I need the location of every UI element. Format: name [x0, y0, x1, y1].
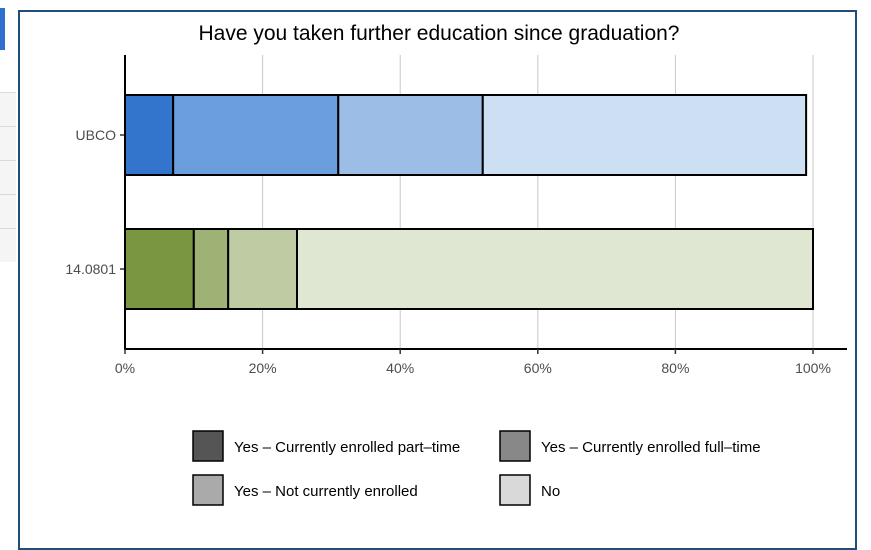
legend-swatch: [192, 430, 224, 462]
legend: Yes – Currently enrolled part–time Yes – …: [192, 430, 761, 506]
legend-label: Yes – Not currently enrolled: [234, 483, 418, 500]
x-tick-label: 60%: [524, 360, 552, 376]
bar-segment: [124, 228, 195, 310]
bars: [124, 94, 814, 310]
y-tick-label: UBCO: [76, 127, 117, 143]
x-tick-label: 40%: [386, 360, 414, 376]
legend-label: No: [541, 483, 560, 500]
bar-segment: [296, 228, 814, 310]
bar-segment: [227, 228, 298, 310]
x-tick-label: 100%: [795, 360, 831, 376]
legend-label: Yes – Currently enrolled full–time: [541, 439, 761, 456]
sidebar-row[interactable]: [0, 194, 16, 228]
bar-segment: [172, 94, 340, 176]
chart-title: Have you taken further education since g…: [199, 22, 680, 45]
active-tab-marker[interactable]: [0, 8, 5, 50]
sidebar-row[interactable]: [0, 92, 16, 126]
legend-swatch: [499, 474, 531, 506]
legend-swatch: [192, 474, 224, 506]
bar-segment: [337, 94, 484, 176]
bar-segment: [481, 94, 808, 176]
left-sidebar-strip: [0, 0, 18, 543]
x-tick-label: 20%: [249, 360, 277, 376]
y-tick-label: 14.0801: [65, 261, 116, 277]
x-tick-label: 0%: [115, 360, 135, 376]
axes: UBCO 14.0801 0% 20% 40% 60% 80% 100%: [65, 55, 847, 376]
legend-label: Yes – Currently enrolled part–time: [234, 439, 460, 456]
legend-swatch: [499, 430, 531, 462]
sidebar-row[interactable]: [0, 160, 16, 194]
sidebar-row[interactable]: [0, 228, 16, 262]
bar-segment: [192, 228, 230, 310]
bar-segment: [124, 94, 175, 176]
sidebar-row[interactable]: [0, 126, 16, 160]
x-tick-label: 80%: [661, 360, 689, 376]
